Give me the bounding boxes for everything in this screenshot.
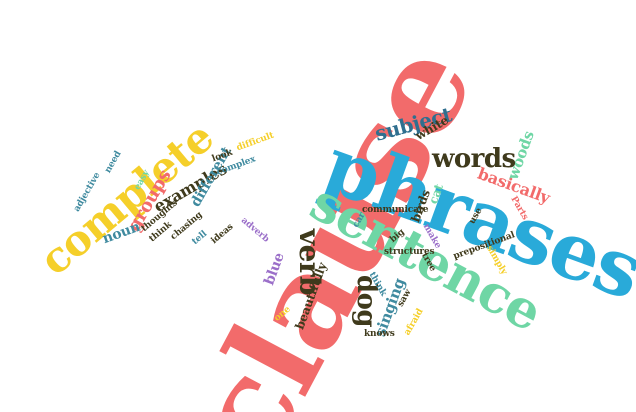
word-afraid: afraid (402, 307, 426, 338)
word-difficult: difficult (235, 130, 276, 154)
word-tell: tell (190, 229, 210, 248)
word-knows: knows (364, 329, 395, 339)
word-structures: structures (384, 247, 435, 257)
word-woods: woods (503, 128, 538, 183)
word-ideas: ideas (209, 222, 236, 247)
word-communicate: communicate (362, 205, 429, 215)
word-words: words (432, 144, 516, 174)
